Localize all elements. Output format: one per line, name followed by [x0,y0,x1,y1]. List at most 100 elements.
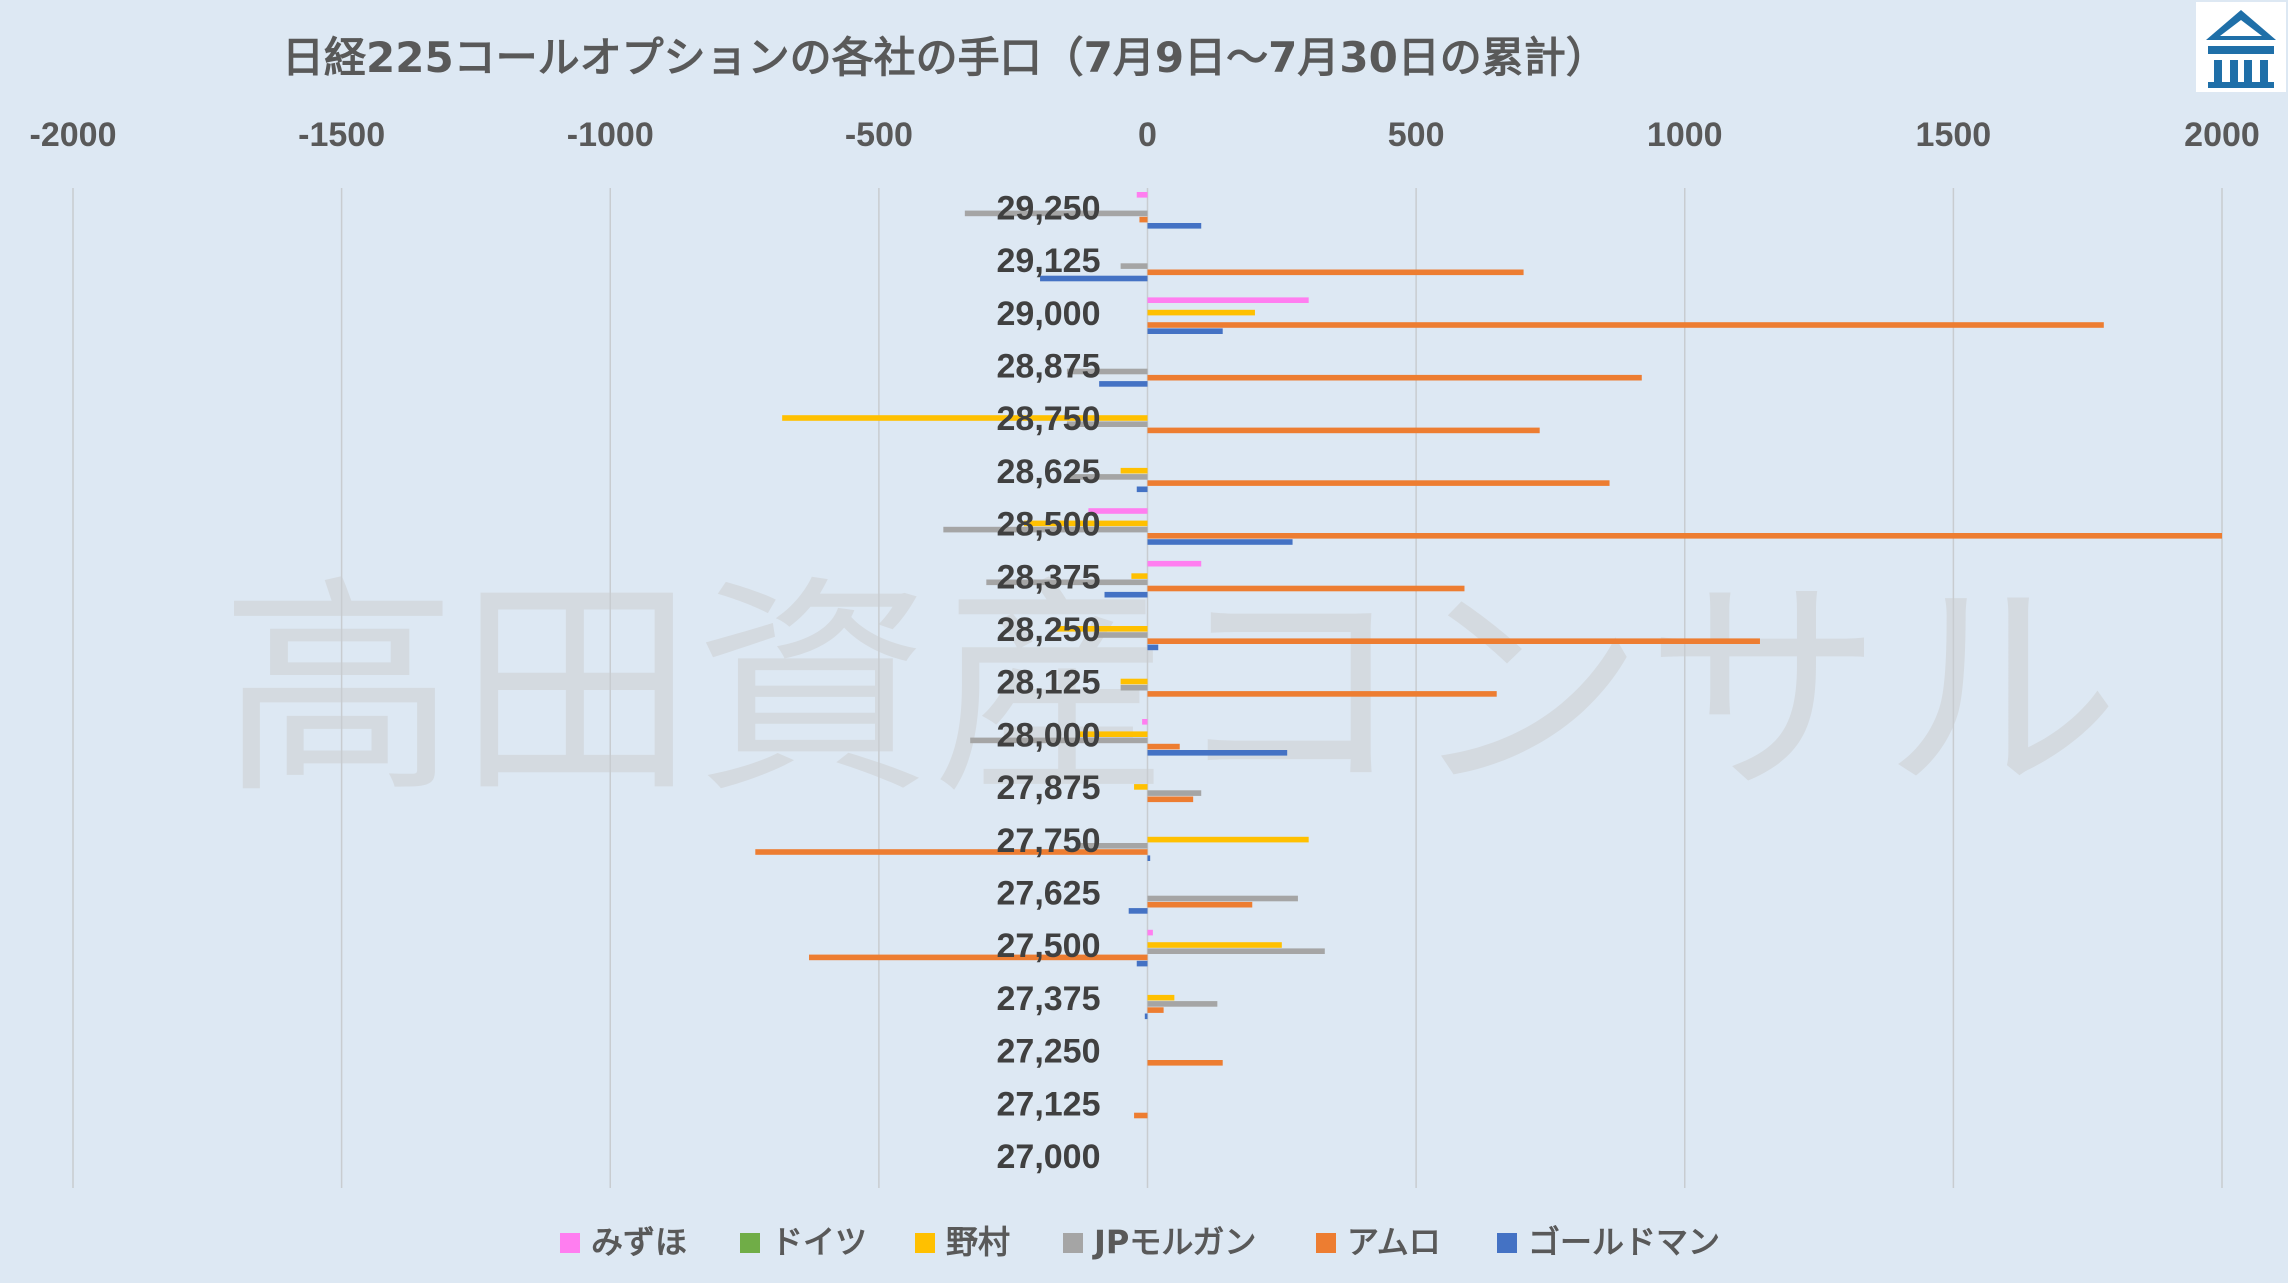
bar [1147,855,1151,861]
chart-title: 日経225コールオプションの各社の手口（7月9日～7月30日の累計） [282,33,1608,82]
bar [1136,960,1148,967]
category-label: 29,250 [997,189,1101,227]
legend-label: ゴールドマン [1528,1223,1720,1261]
legend-item: みずほ [560,1223,687,1261]
bar [1142,719,1148,725]
bar [782,415,1148,421]
legend: みずほ ドイツ 野村 JPモルガン アムロ ゴールドマン [560,1223,1720,1261]
category-labels: 29,250 29,125 29,000 28,875 28,750 28,625 28,5… [997,189,1101,1176]
legend-label: みずほ [591,1223,687,1261]
category-label: 29,000 [997,295,1101,333]
bar [1144,1013,1148,1020]
bar [1134,1112,1148,1119]
bars [755,192,2222,1119]
bar [1066,474,1148,480]
category-label: 27,625 [997,874,1101,912]
bar [1147,638,1760,644]
bar [1120,263,1148,269]
bar [1147,585,1465,592]
bar [1147,644,1159,651]
category-label: 28,625 [997,453,1101,491]
category-label: 27,000 [997,1138,1101,1176]
legend-label: ドイツ [771,1223,867,1261]
bar [1128,908,1148,914]
bar [1147,948,1325,954]
category-label: 28,750 [997,400,1101,438]
bar [1136,192,1148,198]
legend-item: アムロ [1316,1223,1441,1261]
x-tick-label: 0 [1138,116,1157,154]
bar [1147,836,1309,843]
bar [1147,929,1153,936]
x-tick-label: 1000 [1647,116,1723,154]
bar [1136,486,1148,493]
x-tick-label: -1000 [567,116,654,154]
x-tick-label: 500 [1388,116,1445,154]
bar [1147,533,2222,539]
category-label: 27,500 [997,927,1101,965]
legend-label: JPモルガン [1092,1223,1256,1261]
category-label: 27,125 [997,1085,1101,1123]
legend-label: 野村 [946,1223,1010,1261]
legend-item: 野村 [915,1223,1010,1261]
legend-swatch [740,1233,760,1253]
category-label: 28,250 [997,611,1101,649]
x-axis-ticks: -2000 -1500 -1000 -500 0 500 1000 1500 2000 [30,116,2260,154]
bar [970,737,1148,744]
bar [1066,421,1148,427]
bar [1147,309,1255,316]
legend-swatch [915,1233,935,1253]
legend-item: JPモルガン [1063,1223,1256,1261]
x-tick-label: -1500 [298,116,385,154]
bar [964,210,1148,217]
bar [1056,626,1148,632]
category-label: 27,750 [997,822,1101,860]
category-label: 28,875 [997,347,1101,385]
bar [1147,480,1610,486]
category-label: 27,250 [997,1033,1101,1071]
bar [1147,796,1194,803]
x-tick-label: -500 [845,116,913,154]
takada-logo-icon [2196,2,2286,92]
bar [1147,901,1253,908]
legend-swatch [1063,1233,1083,1253]
bar [1147,374,1642,381]
bar [1147,427,1540,434]
bar [1147,322,2104,328]
category-label: 27,875 [997,769,1101,807]
bar [986,579,1148,586]
x-tick-label: 2000 [2184,116,2260,154]
bar [1147,942,1282,948]
bar [943,526,1148,533]
category-label: 27,375 [997,980,1101,1018]
bar [1147,223,1202,229]
bar [755,849,1148,855]
bar [1077,731,1148,737]
bar [1088,508,1148,514]
bar [1147,895,1298,902]
bar [1131,573,1148,579]
bar [809,954,1148,961]
bar [1104,591,1148,598]
legend-label: アムロ [1347,1223,1441,1261]
bar [1147,328,1223,334]
bar [1147,994,1175,1001]
bar [1147,743,1180,750]
bar [1147,269,1524,276]
category-label: 28,500 [997,506,1101,544]
bar [1147,539,1293,545]
category-label: 28,000 [997,716,1101,754]
legend-item: ドイツ [740,1223,867,1261]
x-tick-label: 1500 [1916,116,1992,154]
bar [1023,520,1148,527]
legend-swatch [1497,1233,1517,1253]
bar [1120,678,1148,685]
bar [1147,1007,1164,1013]
bar [1147,790,1202,796]
category-label: 28,125 [997,664,1101,702]
bar [1093,632,1148,638]
bar [1147,560,1202,567]
bar [1099,381,1148,387]
category-label: 28,375 [997,558,1101,596]
